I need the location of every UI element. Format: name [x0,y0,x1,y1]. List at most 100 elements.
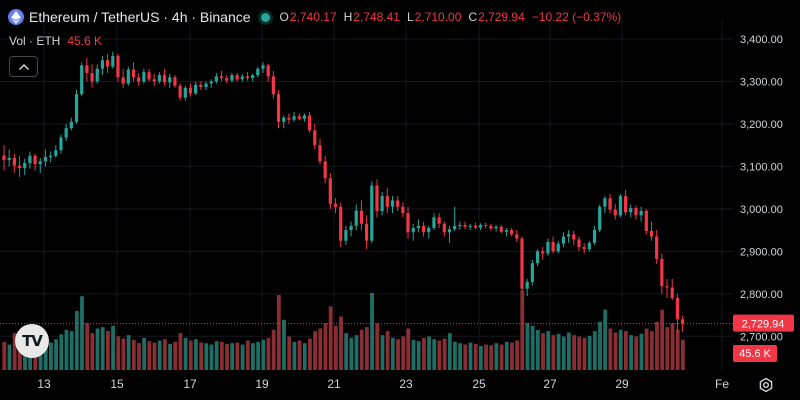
candle-body [608,198,612,210]
volume-bar [592,331,597,370]
candle-body [157,75,161,82]
volume-bar [126,335,131,370]
last-volume-text: 45.6 K [739,348,771,360]
ethereum-logo-icon [8,9,24,25]
time-tick-label: 19 [255,377,269,391]
candle-body [90,72,94,82]
volume-bar [95,328,100,370]
volume-bar [577,336,582,370]
volume-bar [675,329,680,370]
volume-bar [365,327,369,370]
candle-body [7,157,11,161]
volume-bar [494,343,499,370]
chart-settings-button[interactable] [758,377,774,393]
candle-body [525,281,529,289]
candle-body [551,242,555,252]
candle-body [95,68,99,82]
time-tick-label: Fe [715,377,729,391]
candle-body [489,225,493,229]
volume-bar [613,332,618,370]
candle-body [561,236,566,244]
volume-bar [287,336,292,370]
price-axis[interactable]: 3,400.00 3,300.00 3,200.00 3,100.00 3,000.00… [740,34,783,343]
volume-bar [349,337,354,370]
volume-bar [427,336,431,370]
volume-bar [535,329,540,370]
candle-body [401,206,405,214]
candle-body [235,75,239,80]
volume-bar [406,328,411,370]
volume-bar [655,321,659,370]
candle-body [458,225,462,227]
tradingview-logo-icon[interactable]: TV [15,324,49,358]
candle-body [463,225,467,227]
volume-bar [442,338,447,370]
volume-bar [598,321,602,370]
volume-bar [432,339,437,370]
volume-bar [43,336,48,370]
volume-bar [106,331,110,370]
volume-bar [670,323,675,370]
volume-bar [608,328,613,370]
candle-body [546,242,550,254]
last-price-text: 2,729.94 [742,319,785,331]
volume-bar [152,342,157,370]
volume-bar [240,344,245,370]
last-price-tag [733,314,794,332]
volume-bar [385,331,390,370]
time-tick-label: 15 [110,377,124,391]
candle-body [168,77,172,83]
candle-body [567,234,571,237]
candle-body [313,130,317,146]
volume-bar [199,342,204,370]
volume-bar [328,306,333,370]
candle-body [453,225,457,230]
time-tick-label: 13 [37,377,51,391]
candle-body [499,226,503,232]
candle-body [199,84,203,87]
candle-body [142,72,146,82]
candle-body [251,75,255,79]
volume-bar [582,337,587,370]
candle-body [266,65,270,77]
volume-bar [116,336,121,370]
volume-bar [660,309,665,370]
candle-body [618,196,623,216]
volume-bar [515,340,520,370]
collapse-legend-button[interactable] [9,56,38,77]
candle-body [587,242,591,250]
volume-bar [359,329,364,370]
candle-body [318,145,322,162]
volume-bar [137,343,141,370]
candle-body [660,258,664,287]
candle-body [323,161,327,179]
candle-body [162,75,167,83]
volume-bar [478,345,483,370]
tradingview-logo-text: TV [22,332,43,350]
candle-body [390,200,395,207]
candle-body [12,157,16,166]
volume-bar [665,327,670,370]
candle-body [427,227,431,233]
volume-bar [230,343,235,370]
volume-bar [85,323,90,370]
candle-body [613,209,617,216]
candle-body [344,230,348,241]
candle-body [137,77,141,82]
candle-body [385,196,389,207]
volume-bar [618,329,623,370]
volume-bar [194,339,198,370]
candle-body [649,230,654,237]
candle-body [447,229,452,233]
candle-body [629,208,633,213]
time-axis[interactable]: 13 15 17 19 21 23 25 27 29 Fe [37,377,729,391]
price-tick-label: 3,200.00 [740,119,783,131]
candle-body [541,251,545,254]
volume-legend[interactable]: Vol · ETH 45.6 K [9,34,102,48]
volume-bar [74,311,79,370]
candle-body [530,263,534,282]
symbol-title[interactable]: Ethereum / TetherUS · 4h · Binance [29,9,251,25]
volume-bar [484,344,488,370]
symbol-legend[interactable]: Ethereum / TetherUS · 4h · Binance O2,74… [8,8,621,26]
